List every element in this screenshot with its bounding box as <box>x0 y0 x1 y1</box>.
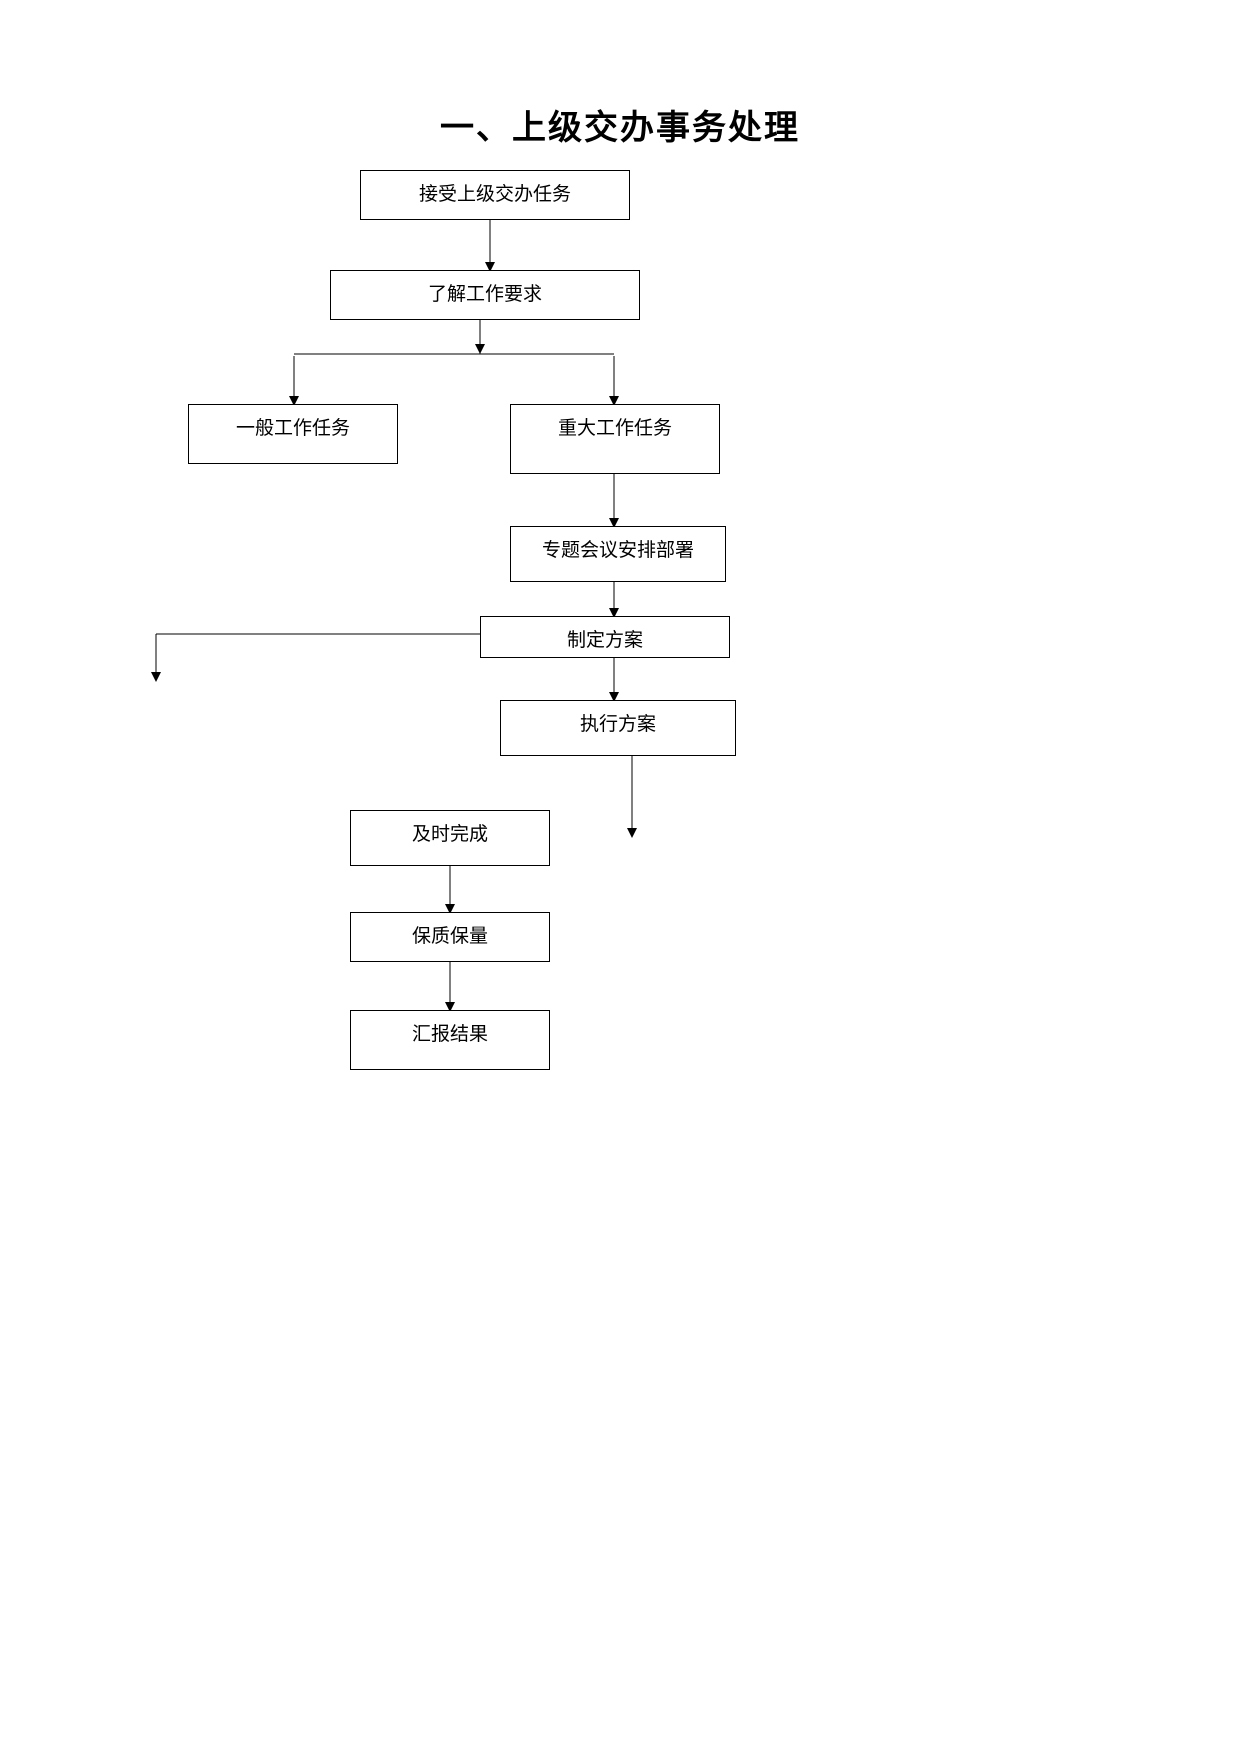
flowchart-node-label: 及时完成 <box>412 819 488 846</box>
flowchart-node-n5: 制定方案 <box>480 616 730 658</box>
flowchart-node-label: 执行方案 <box>580 709 656 736</box>
page-title: 一、上级交办事务处理 <box>0 100 1240 149</box>
flowchart-node-n4: 专题会议安排部署 <box>510 526 726 582</box>
flowchart-edges <box>0 0 1240 1754</box>
flowchart-node-n1: 接受上级交办任务 <box>360 170 630 220</box>
flowchart-node-n7: 及时完成 <box>350 810 550 866</box>
flowchart-node-n3b: 重大工作任务 <box>510 404 720 474</box>
flowchart-node-n6: 执行方案 <box>500 700 736 756</box>
flowchart-node-label: 重大工作任务 <box>558 413 672 440</box>
flowchart-node-label: 汇报结果 <box>412 1019 488 1046</box>
flowchart-node-label: 了解工作要求 <box>428 279 542 306</box>
flowchart-node-label: 制定方案 <box>567 625 643 652</box>
flowchart-node-n9: 汇报结果 <box>350 1010 550 1070</box>
flowchart-node-n3a: 一般工作任务 <box>188 404 398 464</box>
flowchart-node-n2: 了解工作要求 <box>330 270 640 320</box>
flowchart-node-label: 专题会议安排部署 <box>542 535 694 562</box>
flowchart-node-label: 保质保量 <box>412 921 488 948</box>
flowchart-node-n8: 保质保量 <box>350 912 550 962</box>
flowchart-node-label: 一般工作任务 <box>236 413 350 440</box>
flowchart-node-label: 接受上级交办任务 <box>419 179 571 206</box>
page: 一、上级交办事务处理 接受上级交办任务了解工作要求一般工作任务 重大工作任务专题会… <box>0 0 1240 1754</box>
